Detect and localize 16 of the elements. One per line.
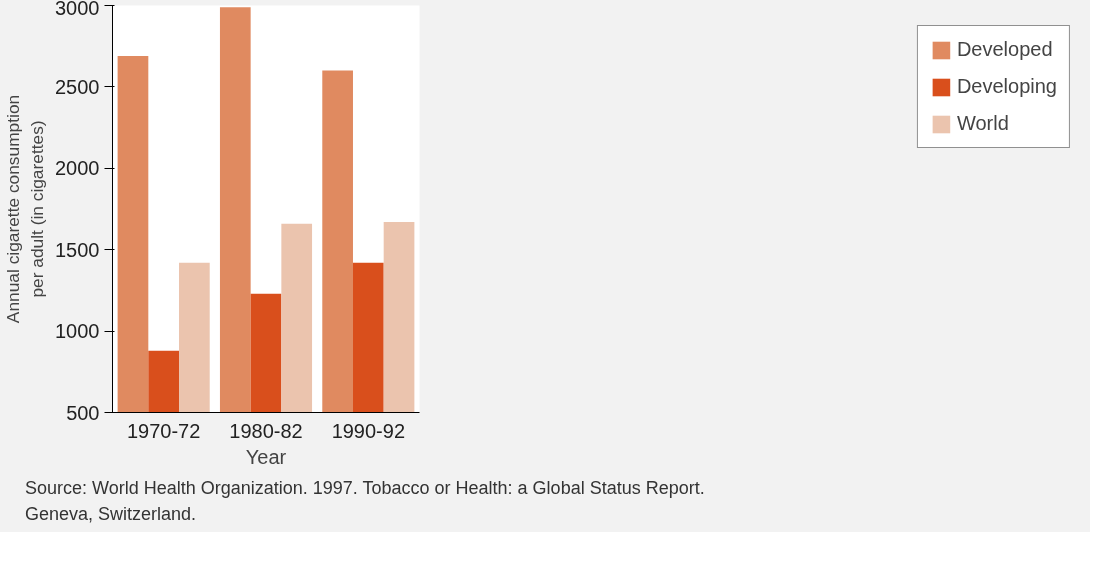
x-tick-label: 1990-92 xyxy=(331,419,406,442)
y-tick-label: 1500 xyxy=(55,238,100,261)
y-tick-label: 2500 xyxy=(55,75,100,98)
source-note: Source: World Health Organization. 1997. Tobacco or Health: a Global Status Report. xyxy=(25,478,705,498)
legend-label: Developed xyxy=(956,38,1053,61)
y-tick-label: 1000 xyxy=(55,320,100,343)
legend-label: Developing xyxy=(956,75,1057,98)
y-tick-label: 500 xyxy=(66,401,100,424)
x-tick-label: 1970-72 xyxy=(126,419,201,442)
y-tick-label: 2000 xyxy=(55,157,100,180)
legend-label: World xyxy=(956,112,1009,135)
y-tick-label: 3000 xyxy=(55,0,100,19)
y-axis-title: Annual cigarette consumption per adult (in cigarettes) xyxy=(3,94,48,324)
x-axis-title: Year xyxy=(245,445,287,468)
x-tick-label: 1980-82 xyxy=(229,419,303,442)
text: Geneva, Switzerland. xyxy=(25,504,197,524)
